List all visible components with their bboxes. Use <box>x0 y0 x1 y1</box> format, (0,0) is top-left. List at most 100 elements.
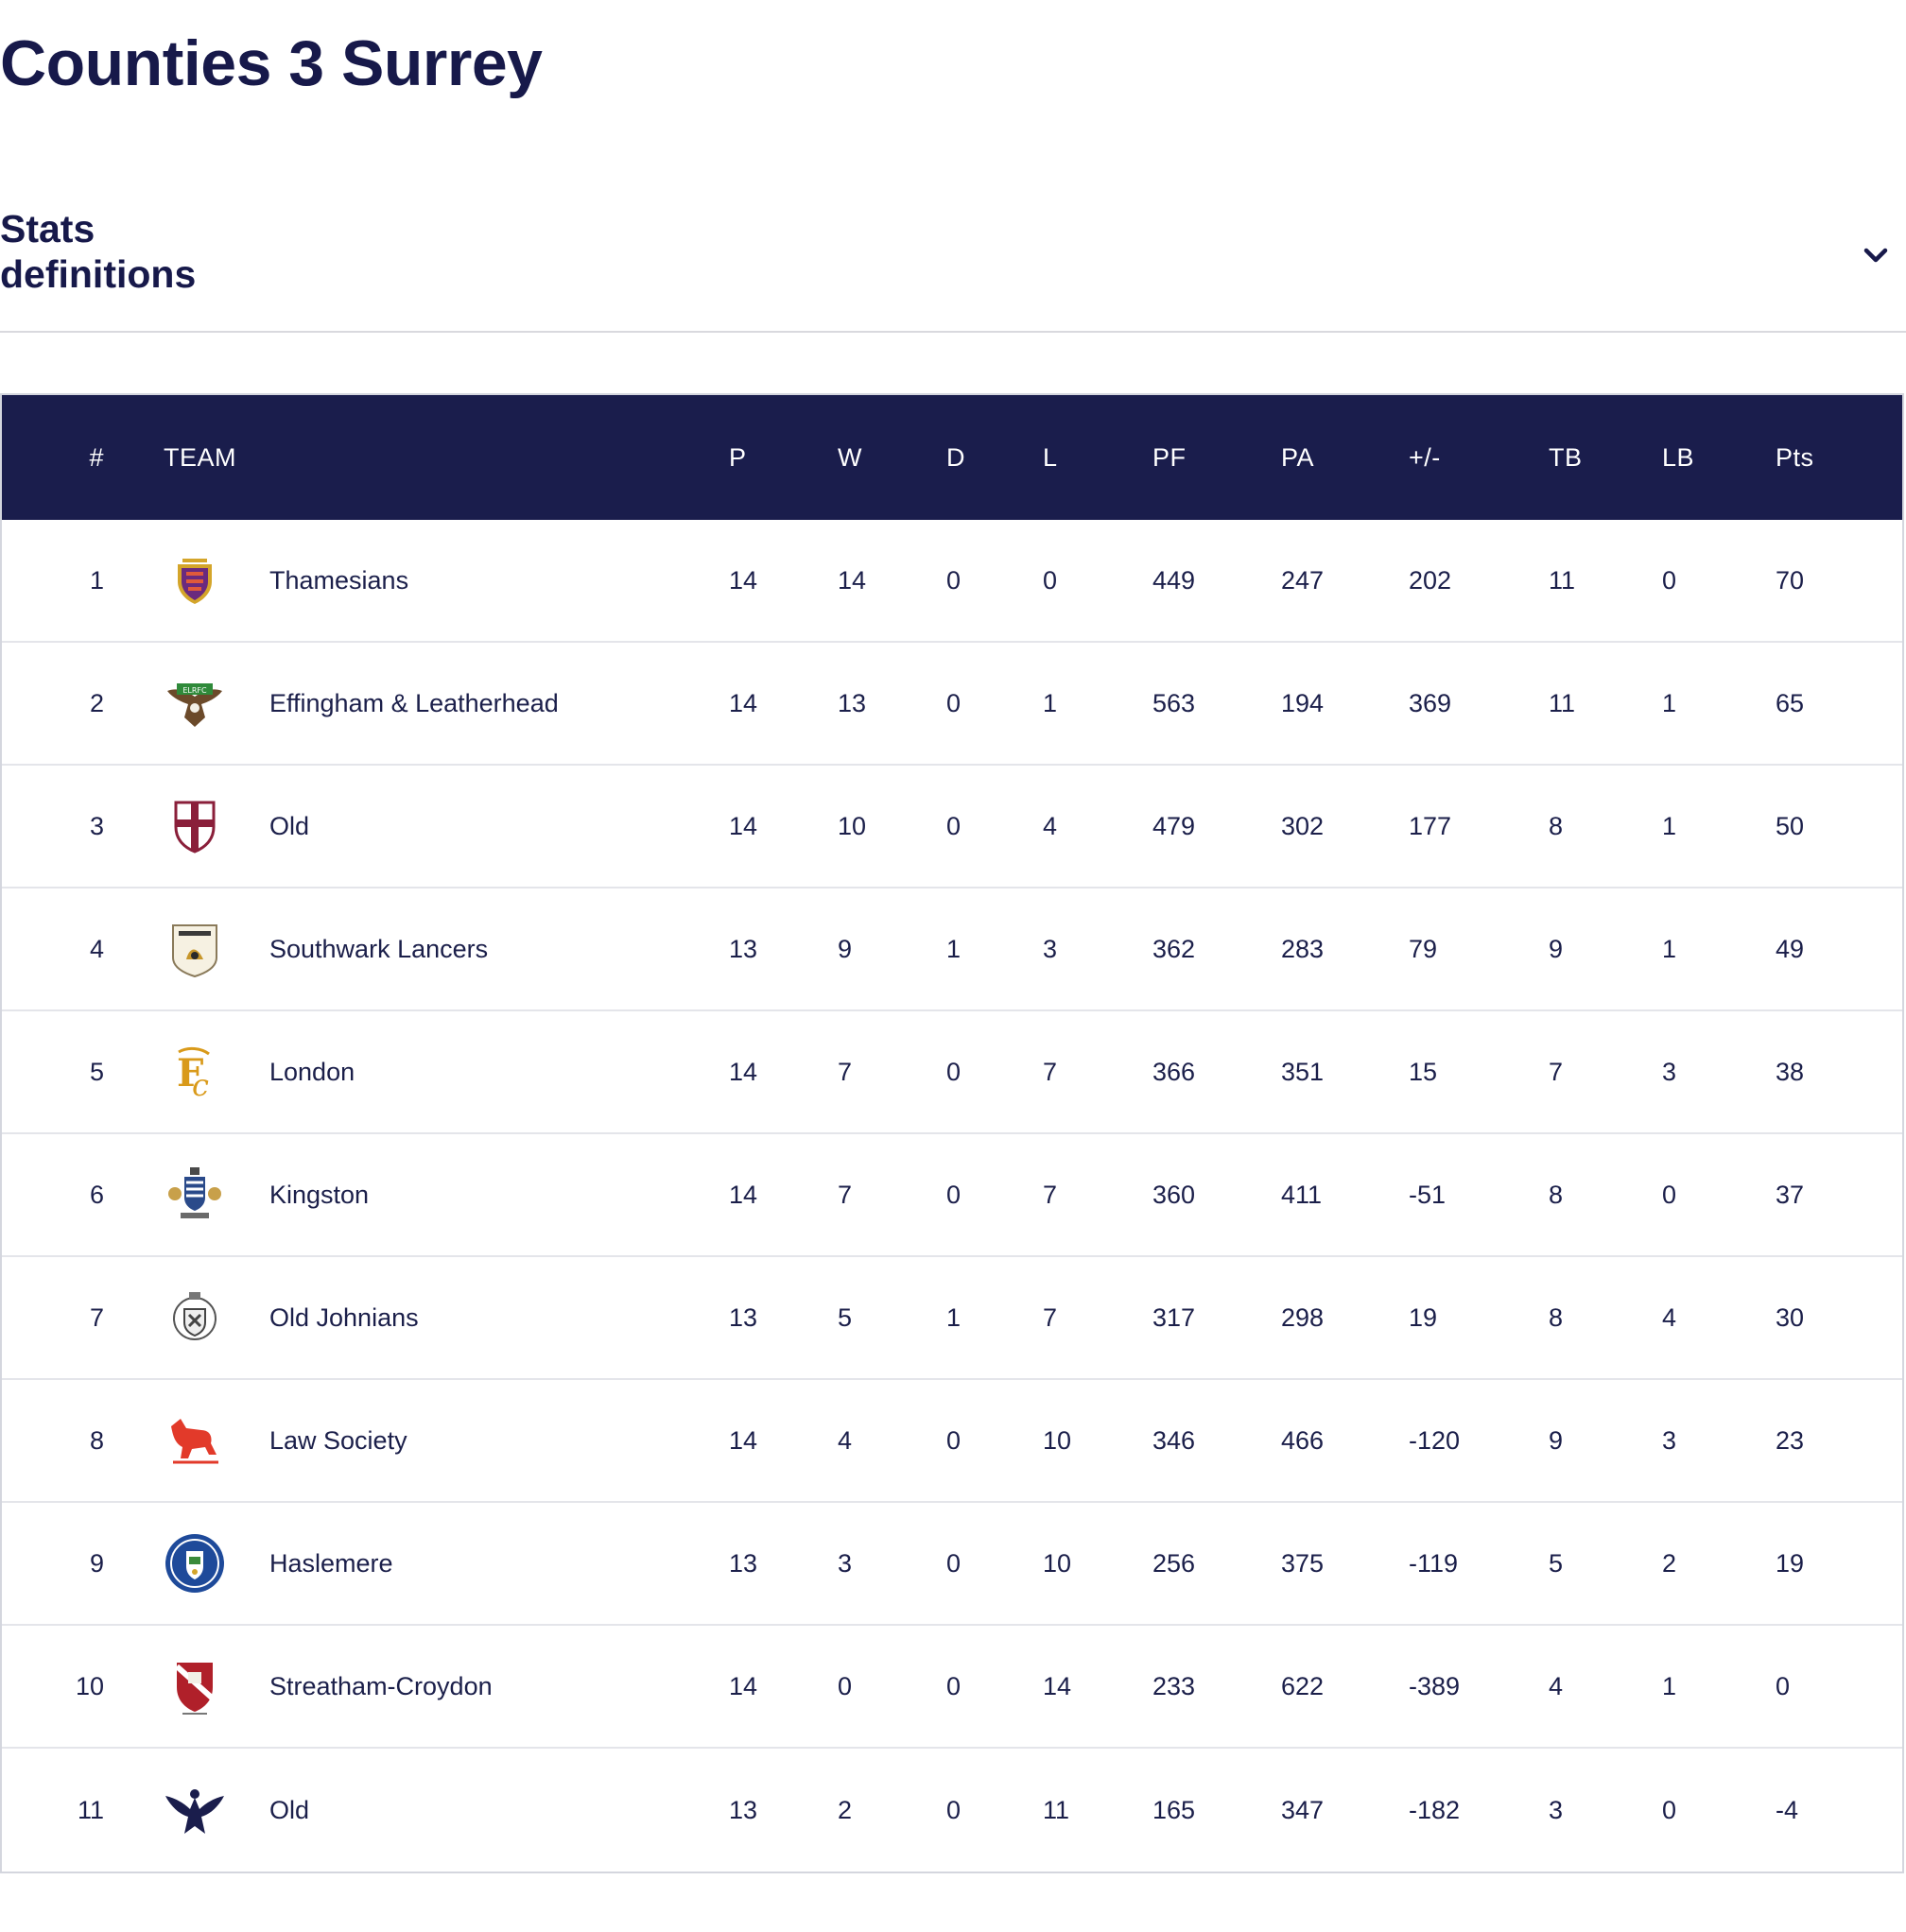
table-row[interactable]: 9 Haslemere 13 3 0 10 256 375 -119 5 2 19 <box>2 1503 1902 1626</box>
difference-cell: -51 <box>1409 1180 1447 1209</box>
chevron-down-icon[interactable] <box>1861 240 1891 270</box>
team-name[interactable]: Old <box>269 811 310 840</box>
difference-cell: -120 <box>1409 1425 1461 1455</box>
streatham-croydon-shield-icon <box>164 1626 226 1747</box>
table-row[interactable]: 10 Streatham-Croydon 14 0 0 14 233 622 -389 4 1 0 <box>2 1626 1902 1749</box>
played-cell: 14 <box>729 1671 758 1700</box>
losing-bonus-cell: 3 <box>1662 1057 1677 1086</box>
team-name[interactable]: Kingston <box>269 1180 370 1209</box>
rank-cell: 3 <box>89 811 104 840</box>
team-name[interactable]: Effingham & Leatherhead <box>269 688 559 717</box>
losing-bonus-cell: 1 <box>1662 811 1677 840</box>
lost-cell: 7 <box>1043 1057 1058 1086</box>
difference-cell: -182 <box>1409 1795 1461 1824</box>
haslemere-roundel-icon <box>164 1503 226 1624</box>
losing-bonus-cell: 4 <box>1662 1302 1677 1332</box>
losing-bonus-cell: 0 <box>1662 1795 1677 1824</box>
points-for-cell: 362 <box>1152 934 1196 963</box>
points-cell: 0 <box>1776 1671 1791 1700</box>
team-name[interactable]: Thamesians <box>269 565 409 595</box>
lost-cell: 11 <box>1043 1795 1070 1824</box>
lost-cell: 14 <box>1043 1671 1072 1700</box>
losing-bonus-cell: 3 <box>1662 1425 1677 1455</box>
team-name[interactable]: Haslemere <box>269 1548 393 1578</box>
played-cell: 13 <box>729 934 758 963</box>
eagle-emblem-icon <box>164 1749 226 1872</box>
column-header-drawn: D <box>946 442 965 472</box>
difference-cell: 79 <box>1409 934 1438 963</box>
points-for-cell: 233 <box>1152 1671 1196 1700</box>
column-header-losing-bonus: LB <box>1662 442 1695 472</box>
points-against-cell: 247 <box>1281 565 1325 595</box>
played-cell: 14 <box>729 811 758 840</box>
column-header-points-for: PF <box>1152 442 1187 472</box>
points-cell: 49 <box>1776 934 1805 963</box>
rank-cell: 5 <box>89 1057 104 1086</box>
rank-cell: 8 <box>89 1425 104 1455</box>
losing-bonus-cell: 2 <box>1662 1548 1677 1578</box>
won-cell: 2 <box>838 1795 853 1824</box>
table-row[interactable]: 6 Kingston 14 7 0 7 360 411 -51 8 0 37 <box>2 1134 1902 1257</box>
losing-bonus-cell: 1 <box>1662 934 1677 963</box>
try-bonus-cell: 7 <box>1549 1057 1564 1086</box>
team-name[interactable]: Streatham-Croydon <box>269 1671 493 1700</box>
points-for-cell: 366 <box>1152 1057 1196 1086</box>
team-name[interactable]: Southwark Lancers <box>269 934 489 963</box>
kingston-coat-of-arms-icon <box>164 1134 226 1255</box>
won-cell: 4 <box>838 1425 853 1455</box>
team-name[interactable]: London <box>269 1057 355 1086</box>
column-header-team: TEAM <box>164 442 237 472</box>
rank-cell: 1 <box>89 565 104 595</box>
drawn-cell: 0 <box>946 1795 962 1824</box>
column-header-difference: +/- <box>1409 442 1441 472</box>
points-for-cell: 479 <box>1152 811 1196 840</box>
difference-cell: 15 <box>1409 1057 1438 1086</box>
table-row[interactable]: 1 Thamesians 14 14 0 0 449 247 202 11 0 70 <box>2 520 1902 643</box>
old-johnians-crest-icon <box>164 1257 226 1378</box>
drawn-cell: 0 <box>946 811 962 840</box>
table-row[interactable]: 4 Southwark Lancers 13 9 1 3 362 283 79 9 1 49 <box>2 888 1902 1011</box>
points-cell: 70 <box>1776 565 1805 595</box>
drawn-cell: 0 <box>946 688 962 717</box>
played-cell: 13 <box>729 1302 758 1332</box>
effingham-eagle-icon: ELRFC <box>164 643 226 764</box>
team-name[interactable]: Old <box>269 1795 310 1824</box>
thamesians-crest-icon <box>164 520 226 641</box>
team-name[interactable]: Law Society <box>269 1425 407 1455</box>
points-against-cell: 302 <box>1281 811 1325 840</box>
won-cell: 13 <box>838 688 867 717</box>
team-name[interactable]: Old Johnians <box>269 1302 419 1332</box>
drawn-cell: 1 <box>946 934 962 963</box>
try-bonus-cell: 9 <box>1549 1425 1564 1455</box>
table-row[interactable]: 11 Old 13 2 0 11 165 347 -182 3 0 -4 <box>2 1749 1902 1872</box>
table-row[interactable]: 7 Old Johnians 13 5 1 7 317 298 19 8 4 30 <box>2 1257 1902 1380</box>
difference-cell: 177 <box>1409 811 1452 840</box>
table-body: 1 Thamesians 14 14 0 0 449 247 202 11 0 70 2 ELRFC Eff… <box>2 520 1902 1872</box>
table-row[interactable]: 8 Law Society 14 4 0 10 346 466 -120 9 3 23 <box>2 1380 1902 1503</box>
try-bonus-cell: 11 <box>1549 565 1576 595</box>
points-for-cell: 256 <box>1152 1548 1196 1578</box>
lost-cell: 3 <box>1043 934 1058 963</box>
lost-cell: 7 <box>1043 1302 1058 1332</box>
played-cell: 14 <box>729 1425 758 1455</box>
table-header-row: # TEAM P W D L PF PA +/- TB LB Pts <box>2 395 1902 520</box>
losing-bonus-cell: 0 <box>1662 1180 1677 1209</box>
won-cell: 7 <box>838 1180 853 1209</box>
lost-cell: 7 <box>1043 1180 1058 1209</box>
won-cell: 9 <box>838 934 853 963</box>
table-row[interactable]: 2 ELRFC Effingham & Leatherhead 14 13 0 1 563 19… <box>2 643 1902 766</box>
points-for-cell: 360 <box>1152 1180 1196 1209</box>
points-cell: 50 <box>1776 811 1805 840</box>
rank-cell: 2 <box>89 688 104 717</box>
points-for-cell: 346 <box>1152 1425 1196 1455</box>
table-row[interactable]: 3 Old 14 10 0 4 479 302 177 8 1 50 <box>2 766 1902 888</box>
column-header-rank: # <box>89 442 104 472</box>
points-against-cell: 466 <box>1281 1425 1325 1455</box>
svg-text:F: F <box>177 1051 203 1095</box>
drawn-cell: 0 <box>946 1425 962 1455</box>
try-bonus-cell: 8 <box>1549 1302 1564 1332</box>
stats-definitions-toggle[interactable]: Stats definitions <box>0 198 1906 333</box>
won-cell: 10 <box>838 811 867 840</box>
